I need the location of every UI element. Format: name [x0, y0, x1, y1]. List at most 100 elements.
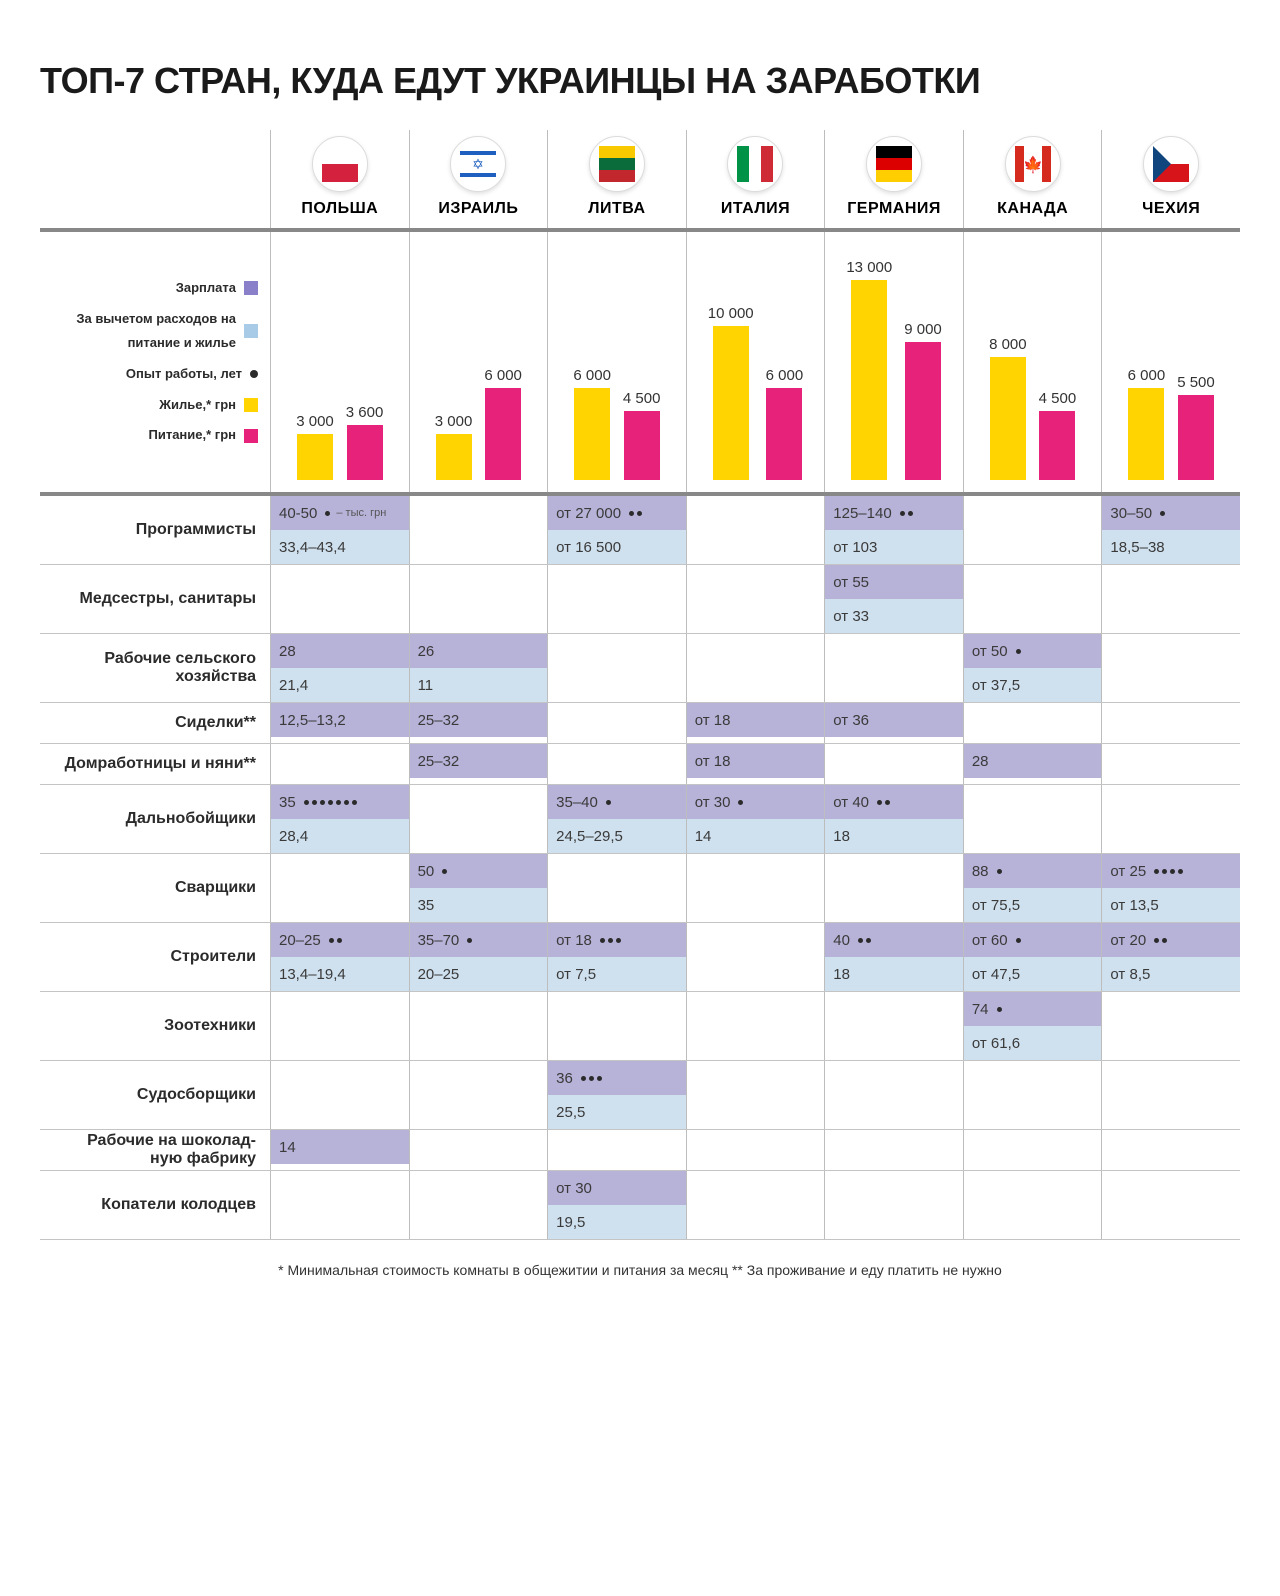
footnote: * Минимальная стоимость комнаты в общежи… — [40, 1262, 1240, 1278]
legend: Зарплата За вычетом расходов на питание … — [40, 232, 270, 492]
country-name: ЛИТВА — [548, 200, 686, 218]
data-cell — [824, 634, 963, 702]
data-cell: 2611 — [409, 634, 548, 702]
net-value: 13,4–19,4 — [271, 957, 409, 991]
country-name: ЧЕХИЯ — [1102, 200, 1240, 218]
country-header-germany: ГЕРМАНИЯ — [824, 130, 963, 228]
experience-dots — [858, 938, 871, 943]
data-cell: 40-50– тыс. грн33,4–43,4 — [270, 496, 409, 564]
data-cell — [409, 1130, 548, 1170]
data-cell: от 60от 47,5 — [963, 923, 1102, 991]
net-value: 35 — [410, 888, 548, 922]
data-cell — [270, 565, 409, 633]
salary-value: от 36 — [825, 703, 963, 737]
net-value: 11 — [410, 668, 548, 702]
experience-dots — [606, 800, 611, 805]
data-cell — [686, 1171, 825, 1239]
net-value: 24,5–29,5 — [548, 819, 686, 853]
salary-value: от 25 — [1102, 854, 1240, 888]
data-cell — [686, 992, 825, 1060]
country-name: ИТАЛИЯ — [687, 200, 825, 218]
net-value: 25,5 — [548, 1095, 686, 1129]
food-value: 4 500 — [1039, 390, 1077, 407]
net-value: 18 — [825, 819, 963, 853]
data-cell: 2821,4 — [270, 634, 409, 702]
bars-czech: 6 000 5 500 — [1101, 232, 1240, 492]
data-cell — [547, 744, 686, 784]
data-cell — [824, 1130, 963, 1170]
bars-israel: 3 000 6 000 — [409, 232, 548, 492]
data-cell — [409, 992, 548, 1060]
data-cell — [409, 496, 548, 564]
data-cell: 20–2513,4–19,4 — [270, 923, 409, 991]
page-title: ТОП-7 СТРАН, КУДА ЕДУТ УКРАИНЦЫ НА ЗАРАБ… — [40, 60, 1240, 102]
net-value: от 13,5 — [1102, 888, 1240, 922]
data-cell — [963, 1171, 1102, 1239]
salary-value: 28 — [271, 634, 409, 668]
country-name: ИЗРАИЛЬ — [410, 200, 548, 218]
experience-dots — [1154, 938, 1167, 943]
experience-dots — [1016, 649, 1021, 654]
data-cell: от 18 — [686, 703, 825, 743]
salary-value: 35–70 — [410, 923, 548, 957]
housing-value: 6 000 — [573, 367, 611, 384]
data-cell: от 27 000от 16 500 — [547, 496, 686, 564]
food-value: 6 000 — [766, 367, 804, 384]
data-cell — [409, 565, 548, 633]
data-cell — [824, 854, 963, 922]
data-cell: 5035 — [409, 854, 548, 922]
svg-text:🍁: 🍁 — [1023, 155, 1043, 174]
experience-dots — [325, 511, 330, 516]
data-cell: 3625,5 — [547, 1061, 686, 1129]
data-cell — [686, 854, 825, 922]
experience-dots — [1160, 511, 1165, 516]
data-cell — [824, 1171, 963, 1239]
housing-value: 10 000 — [708, 305, 754, 322]
data-cell — [1101, 785, 1240, 853]
experience-dots — [581, 1076, 602, 1081]
profession-label: Рабочие на шоколад-ную фабрику — [40, 1130, 270, 1170]
net-value: от 33 — [825, 599, 963, 633]
data-cell — [547, 854, 686, 922]
salary-value: от 18 — [687, 744, 825, 778]
data-cell — [963, 496, 1102, 564]
profession-label: Медсестры, санитары — [40, 565, 270, 633]
data-cell: 4018 — [824, 923, 963, 991]
data-cell — [270, 854, 409, 922]
housing-value: 3 000 — [435, 413, 473, 430]
experience-dots — [738, 800, 743, 805]
bars-lithuania: 6 000 4 500 — [547, 232, 686, 492]
country-name: ГЕРМАНИЯ — [825, 200, 963, 218]
salary-value: от 27 000 — [548, 496, 686, 530]
data-cell — [547, 703, 686, 743]
experience-dots — [1016, 938, 1021, 943]
profession-label: Рабочие сельского хозяйства — [40, 634, 270, 702]
data-cell: 30–5018,5–38 — [1101, 496, 1240, 564]
profession-label: Зоотехники — [40, 992, 270, 1060]
country-header-czech: ЧЕХИЯ — [1101, 130, 1240, 228]
country-name: КАНАДА — [964, 200, 1102, 218]
data-cell — [1101, 634, 1240, 702]
country-header-canada: 🍁 КАНАДА — [963, 130, 1102, 228]
experience-dots — [1154, 869, 1183, 874]
net-value: от 75,5 — [964, 888, 1102, 922]
data-cell — [1101, 1130, 1240, 1170]
food-value: 6 000 — [484, 367, 522, 384]
experience-dots — [442, 869, 447, 874]
net-value: 20–25 — [410, 957, 548, 991]
flag-lithuania-icon — [589, 136, 645, 192]
salary-value: 40 — [825, 923, 963, 957]
flag-czech-icon — [1143, 136, 1199, 192]
net-value: 28,4 — [271, 819, 409, 853]
data-cell — [547, 634, 686, 702]
experience-dots — [997, 1007, 1002, 1012]
salary-value: от 18 — [687, 703, 825, 737]
country-header-lithuania: ЛИТВА — [547, 130, 686, 228]
data-cell: 25–32 — [409, 744, 548, 784]
data-cell — [270, 744, 409, 784]
data-cell: от 20от 8,5 — [1101, 923, 1240, 991]
data-cell: от 55от 33 — [824, 565, 963, 633]
flag-canada-icon: 🍁 — [1005, 136, 1061, 192]
salary-value: 35 — [271, 785, 409, 819]
net-value: 21,4 — [271, 668, 409, 702]
